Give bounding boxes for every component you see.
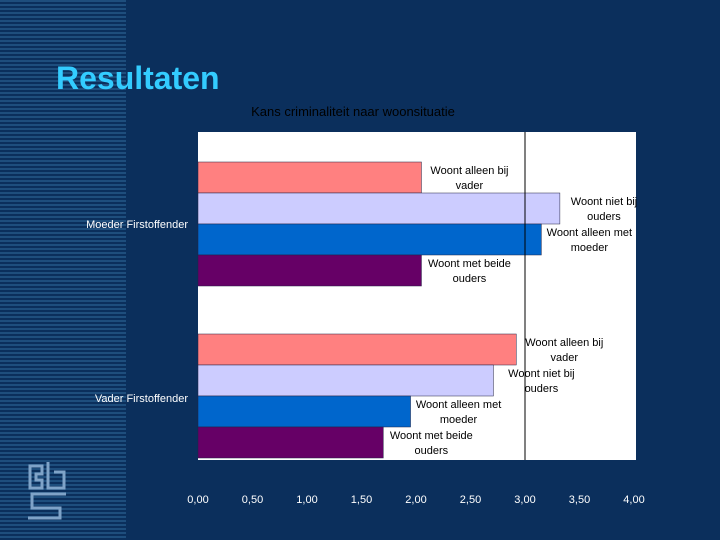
cbs-logo-icon	[28, 462, 66, 520]
bar-label: Woont alleen met moeder	[547, 227, 632, 254]
bar	[197, 426, 384, 459]
x-tick-label: 1,50	[351, 494, 372, 506]
bar-label: Woont alleen bij vader	[525, 337, 603, 364]
x-tick-label: 3,00	[514, 494, 535, 506]
bar	[197, 395, 411, 428]
slide-title: Resultaten	[56, 60, 220, 96]
bar	[197, 333, 517, 366]
x-tick-label: 2,50	[460, 494, 481, 506]
bar-label: Woont alleen bij vader	[430, 165, 508, 192]
bar-label: Woont met beide ouders	[390, 430, 473, 457]
x-tick-label: 2,00	[405, 494, 426, 506]
bar-label: Woont met beide ouders	[428, 258, 511, 285]
x-tick-label: 3,50	[569, 494, 590, 506]
x-tick-label: 1,00	[296, 494, 317, 506]
background-stripe	[0, 0, 126, 540]
x-tick-label: 0,50	[242, 494, 263, 506]
bar	[197, 192, 561, 225]
bar	[197, 364, 494, 397]
group-label: Moeder Firstoffender	[86, 219, 188, 231]
bar	[197, 223, 542, 256]
bar-label: Woont niet bij ouders	[571, 196, 637, 223]
group-label: Vader Firstoffender	[95, 393, 188, 405]
chart-title: Kans criminaliteit naar woonsituatie	[251, 104, 455, 119]
x-tick-label: 4,00	[623, 494, 644, 506]
bar-label: Woont alleen met moeder	[416, 399, 501, 426]
bar	[197, 254, 422, 287]
bar	[197, 161, 422, 194]
x-tick-label: 0,00	[187, 494, 208, 506]
